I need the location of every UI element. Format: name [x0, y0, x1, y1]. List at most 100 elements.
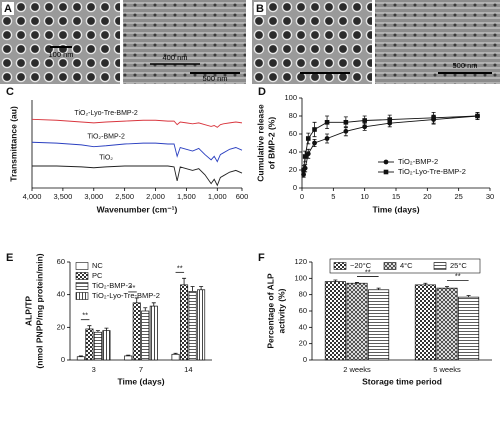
y-axis-label: (nmol PNPP/mg protein/min)	[34, 253, 44, 368]
x-tick-label: 14	[184, 365, 192, 374]
error-bar	[173, 352, 178, 355]
legend-label: TiO₂-Lyo-Tre-BMP-2	[398, 167, 466, 176]
point	[301, 167, 306, 173]
bar	[132, 302, 141, 361]
y-tick-label: 20	[57, 322, 65, 331]
bar	[436, 287, 458, 361]
legend-label: 25°C	[450, 261, 467, 270]
y-tick-label: 120	[294, 257, 307, 266]
x-axis-label: Wavenumber (cm⁻¹)	[97, 204, 178, 214]
panel-label: B	[256, 3, 264, 15]
y-axis-label: ALP/TP	[23, 296, 33, 327]
legend-label: TiO₂-BMP-2	[92, 281, 132, 290]
x-tick-label: 2,000	[146, 192, 165, 201]
error-bar	[355, 282, 359, 284]
x-tick-label: 4,000	[23, 192, 42, 201]
error-bar	[126, 354, 131, 356]
x-tick-label: 3,500	[53, 192, 72, 201]
panel-label: F	[258, 252, 265, 264]
legend-marker	[383, 159, 389, 165]
x-tick-label: 30	[486, 192, 494, 201]
legend-label: TiO₂-Lyo-Tre-BMP-2	[92, 291, 160, 300]
significance-label: **	[177, 263, 183, 272]
point	[312, 127, 317, 132]
y-tick-label: 20	[289, 165, 297, 174]
bar	[76, 356, 85, 361]
panel-label: A	[4, 3, 12, 15]
error-bar	[423, 282, 428, 285]
y-axis-label: of BMP-2 (%)	[266, 117, 276, 170]
sem-image	[0, 0, 120, 84]
series-label: TiO₂	[99, 155, 113, 162]
error-bar	[87, 325, 92, 329]
x-tick-label: 3	[92, 365, 96, 374]
scale-label: 500 nm	[452, 61, 477, 70]
y-tick-label: 0	[303, 355, 307, 364]
point	[362, 118, 367, 123]
panel-label: C	[6, 86, 14, 98]
x-tick-label: 2,500	[115, 192, 134, 201]
error-bar	[143, 307, 148, 311]
y-tick-label: 40	[57, 290, 65, 299]
x-tick-label: 3,000	[84, 192, 103, 201]
series-label: TiO₂-BMP-2	[87, 134, 125, 141]
point	[475, 113, 480, 119]
error-bar	[199, 286, 204, 290]
legend-label: 4°C	[400, 261, 413, 270]
point	[362, 124, 368, 130]
sem-image	[252, 0, 372, 84]
bar	[149, 305, 158, 361]
sem-image	[375, 0, 500, 84]
panel-label: D	[258, 86, 266, 98]
point	[312, 140, 317, 146]
series-line	[31, 118, 243, 128]
x-axis-label: Time (days)	[117, 376, 164, 386]
series-line	[32, 165, 243, 187]
panel-label-box	[2, 2, 14, 15]
bar	[93, 331, 102, 361]
significance-label: **	[365, 267, 371, 276]
x-tick-label: 25	[454, 192, 462, 201]
y-tick-label: 40	[299, 322, 307, 331]
y-tick-label: 100	[284, 93, 297, 102]
error-bar	[333, 279, 338, 282]
bar	[171, 353, 180, 361]
legend-label: −20°C	[350, 261, 372, 270]
error-bar	[445, 286, 449, 289]
legend-swatch	[75, 292, 89, 300]
series-label: TiO₂-Lyo-Tre-BMP-2	[74, 110, 137, 117]
series-line	[303, 115, 478, 171]
y-axis-label: Percentage of ALP	[265, 273, 275, 349]
error-bar	[182, 277, 187, 285]
point	[324, 136, 330, 141]
error-bar	[78, 355, 83, 357]
error-bar	[95, 330, 100, 333]
y-axis-label: activity (%)	[276, 288, 286, 333]
y-tick-label: 80	[289, 111, 297, 120]
point	[343, 128, 349, 134]
sem-image	[123, 0, 246, 84]
bar	[188, 291, 197, 361]
y-tick-label: 80	[299, 290, 307, 299]
panel-label-box	[254, 2, 266, 15]
point	[343, 120, 349, 125]
bar	[197, 289, 206, 361]
legend-swatch	[75, 262, 89, 270]
legend-swatch	[383, 262, 397, 270]
error-bar	[151, 302, 156, 307]
x-tick-label: 0	[300, 192, 304, 201]
significance-label: **	[130, 283, 136, 292]
legend-label: TiO₂-BMP-2	[398, 157, 438, 166]
significance-label: **	[455, 271, 461, 280]
legend-swatch	[333, 262, 347, 270]
x-tick-label: 1,500	[177, 192, 196, 201]
point	[302, 154, 308, 159]
significance-label: **	[82, 311, 88, 320]
legend-swatch	[75, 272, 89, 280]
legend-swatch	[433, 262, 447, 270]
bar	[141, 310, 150, 361]
y-tick-label: 20	[299, 339, 307, 348]
bar	[458, 296, 480, 361]
bar	[85, 328, 94, 361]
